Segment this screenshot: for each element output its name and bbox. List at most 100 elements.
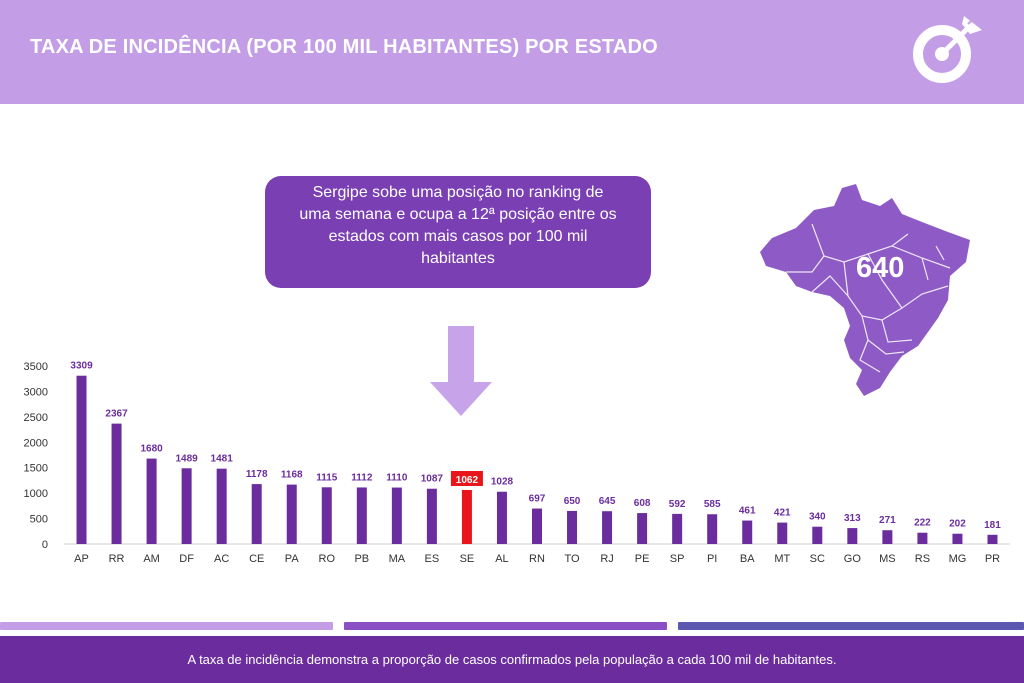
bar-rj — [602, 511, 613, 544]
callout-line: Sergipe sobe uma posição no ranking de — [312, 184, 604, 201]
data-label: 585 — [704, 499, 721, 510]
page-title: TAXA DE INCIDÊNCIA (POR 100 MIL HABITANT… — [30, 36, 658, 58]
bar-al — [496, 491, 507, 544]
x-tick-label: GO — [844, 553, 862, 565]
bar-ro — [321, 487, 332, 544]
x-tick-label: RJ — [600, 553, 613, 565]
callout-line: uma semana e ocupa a 12ª posição entre o… — [299, 206, 617, 223]
x-tick-label: CE — [249, 553, 264, 565]
x-tick-label: AL — [495, 553, 508, 565]
bar-rn — [532, 508, 542, 544]
data-label: 271 — [879, 515, 896, 526]
bar-sc — [812, 526, 823, 544]
x-tick-label: RR — [109, 553, 125, 565]
data-label: 1087 — [421, 474, 444, 485]
map-value-label: 640 — [856, 252, 905, 284]
x-tick-label: PE — [635, 553, 650, 565]
header-banner: TAXA DE INCIDÊNCIA (POR 100 MIL HABITANT… — [0, 0, 1024, 104]
x-tick-label: ES — [425, 553, 440, 565]
data-label: 1178 — [246, 469, 268, 480]
bar-ce — [251, 484, 262, 544]
data-label: 340 — [809, 512, 826, 523]
bar-mg — [952, 533, 963, 544]
data-label: 697 — [529, 494, 546, 505]
x-tick-label: RN — [529, 553, 545, 565]
target-logo-icon — [913, 15, 982, 83]
data-label: 1115 — [316, 472, 338, 483]
x-tick-label: PI — [707, 553, 717, 565]
x-tick-label: PA — [285, 553, 300, 565]
bar-pe — [637, 513, 648, 544]
y-tick-label: 1500 — [24, 463, 48, 475]
data-label: 202 — [949, 519, 966, 530]
data-label: 1110 — [386, 473, 408, 484]
data-label: 1481 — [211, 454, 234, 465]
brazil-map-icon — [760, 184, 970, 396]
data-label: 650 — [564, 496, 581, 507]
data-label: 421 — [774, 508, 791, 519]
y-tick-label: 0 — [42, 539, 48, 551]
footer-note: A taxa de incidência demonstra a proporç… — [0, 636, 1024, 683]
x-tick-label: BA — [740, 553, 755, 565]
bar-rs — [917, 532, 928, 544]
y-tick-label: 2500 — [24, 412, 48, 424]
data-label: 3309 — [70, 361, 93, 372]
x-tick-label: PB — [354, 553, 369, 565]
callout-line: habitantes — [421, 250, 495, 267]
ranking-callout: Sergipe sobe uma posição no ranking de u… — [265, 176, 651, 288]
data-label: 222 — [914, 518, 931, 529]
down-arrow-icon — [430, 326, 492, 416]
data-label: 1112 — [351, 472, 373, 483]
data-label: 608 — [634, 498, 651, 509]
x-tick-label: SC — [810, 553, 825, 565]
bar-am — [146, 458, 157, 544]
bar-ba — [742, 520, 753, 544]
data-label: 645 — [599, 496, 616, 507]
bar-pi — [707, 514, 718, 544]
bar-go — [847, 528, 858, 544]
divider-strip — [344, 622, 667, 630]
x-tick-label: AM — [143, 553, 160, 565]
bar-df — [181, 468, 192, 544]
callout-line: estados com mais casos por 100 mil — [328, 228, 588, 245]
x-tick-label: TO — [564, 553, 580, 565]
y-tick-label: 2000 — [24, 437, 48, 449]
incidence-bar-chart: 0 500 1000 1500 2000 2500 3000 3500 3309 AP 2367 RR… — [24, 361, 1010, 565]
x-tick-label: SE — [460, 553, 475, 565]
data-label: 2367 — [105, 409, 128, 420]
divider-strip — [678, 622, 1024, 630]
x-tick-label: DF — [179, 553, 194, 565]
bar-to — [567, 510, 578, 544]
bar-ma — [391, 487, 402, 544]
y-tick-label: 3000 — [24, 386, 48, 398]
data-label: 1680 — [140, 444, 163, 455]
bar-rr — [111, 423, 122, 544]
y-tick-label: 3500 — [24, 361, 48, 373]
bar-ms — [882, 530, 893, 544]
bar-pr — [987, 534, 998, 544]
data-label: 592 — [669, 499, 686, 510]
bar-ac — [216, 468, 227, 544]
y-tick-label: 500 — [30, 514, 48, 526]
x-tick-label: RS — [915, 553, 930, 565]
x-tick-label: MG — [949, 553, 967, 565]
x-tick-label: AC — [214, 553, 229, 565]
data-label: 313 — [844, 513, 861, 524]
x-tick-label: PR — [985, 553, 1000, 565]
x-tick-label: SP — [670, 553, 685, 565]
data-label: 461 — [739, 506, 756, 517]
bar-es — [426, 488, 437, 544]
x-tick-label: MA — [389, 553, 406, 565]
x-tick-label: RO — [319, 553, 336, 565]
bar-se — [461, 489, 472, 544]
y-tick-label: 1000 — [24, 488, 48, 500]
x-tick-label: MT — [774, 553, 790, 565]
data-label: 1062 — [456, 475, 479, 486]
data-label: 1168 — [281, 470, 303, 481]
bar-pb — [356, 487, 367, 544]
bar-ap — [76, 375, 87, 544]
x-tick-label: MS — [879, 553, 896, 565]
bar-pa — [286, 484, 297, 544]
x-tick-label: AP — [74, 553, 89, 565]
data-label: 1489 — [176, 453, 199, 464]
